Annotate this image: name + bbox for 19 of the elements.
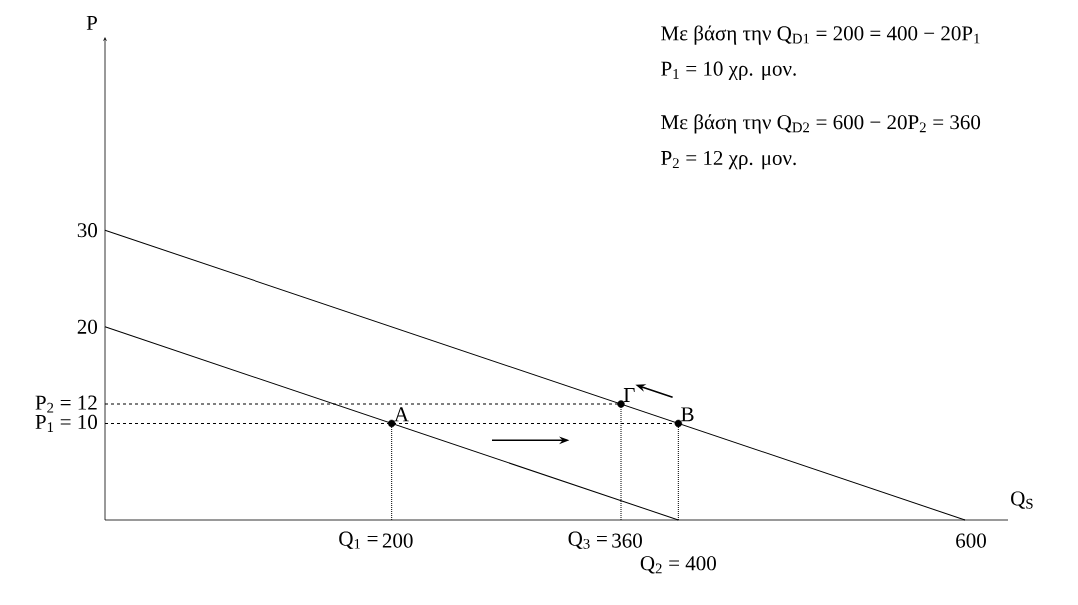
y-tick-label: P$_{2}$ = 12 [35, 395, 97, 413]
annotation: Γ [623, 388, 635, 402]
annotation: Q$_{3}$ = [568, 531, 607, 549]
annotation: P$_{1}$ = 10 χρ. μον. [661, 61, 796, 81]
annotation: Q$_{1}$ = [339, 531, 378, 549]
y-tick-label: 30 [77, 223, 98, 238]
x-axis-title: Q$_{S}$ [1011, 491, 1033, 509]
x-tick-label: 200 [382, 533, 413, 548]
annotation: P$_{2}$ = 12 χρ. μον. [661, 150, 796, 170]
annotation: Με βάση την Q$_{D1}$ = 200 = 400 − 20P$_{1}$ [661, 25, 980, 45]
y-tick-label: P$_{1}$ = 10 [35, 414, 97, 432]
annotation: Q$_{2}$ = 400 [640, 556, 716, 574]
y-tick-label: 20 [77, 319, 98, 334]
annotation: A [394, 407, 409, 422]
annotation: Με βάση την Q$_{D2}$ = 600 − 20P$_{2}$ = 360 [661, 114, 981, 134]
x-tick-label: 600 [956, 533, 986, 548]
annotation: B [681, 407, 694, 422]
x-tick-label: 360 [612, 533, 642, 548]
y-axis-title: P [86, 16, 97, 30]
